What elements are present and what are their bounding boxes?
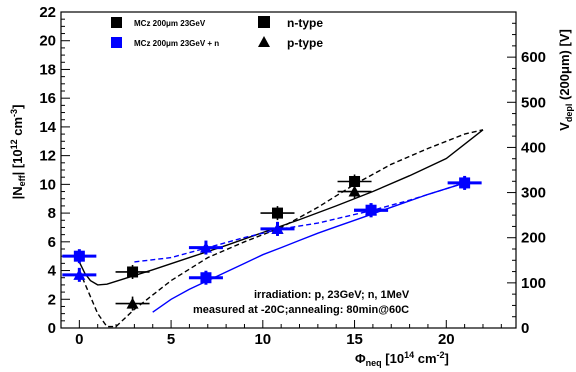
- y-left-tick-label: 4: [48, 263, 57, 280]
- plot-frame: [60, 11, 517, 329]
- y-right-tick-label: 300: [521, 185, 546, 202]
- fit-curve-3: [134, 182, 465, 263]
- data-points: [62, 174, 482, 311]
- y-right-tick-label: 100: [521, 275, 546, 292]
- legend-label-ptype: p-type: [287, 36, 323, 50]
- legend-marker-ptype: [258, 36, 270, 47]
- y-left-tick-label: 18: [39, 61, 56, 78]
- x-tick-label: 5: [167, 331, 175, 348]
- legend-marker-blue: [111, 37, 122, 48]
- y-axis-left-label: |Neff| [1012 cm-3]: [9, 105, 27, 200]
- data-point-p-type: [188, 240, 223, 255]
- y-left-tick-label: 0: [48, 320, 56, 337]
- y-left-tick-label: 12: [39, 148, 56, 165]
- data-point-n-type: [62, 249, 97, 264]
- y-left-tick-label: 6: [48, 234, 56, 251]
- y-right-tick-label: 0: [521, 320, 529, 337]
- data-point-n-type: [447, 175, 482, 190]
- y-left-tick-label: 14: [39, 119, 56, 136]
- x-tick-label: 0: [75, 331, 83, 348]
- y-right-tick-label: 200: [521, 230, 546, 247]
- data-point-p-type: [354, 203, 389, 218]
- legend-label-blue: MCz 200μm 23GeV + n: [134, 39, 219, 48]
- data-point-p-type: [337, 184, 372, 199]
- data-point-p-type: [260, 221, 295, 236]
- y-left-tick-label: 8: [48, 205, 56, 222]
- data-point-n-type: [115, 264, 150, 279]
- y-left-tick-label: 10: [39, 176, 56, 193]
- y-left-tick-label: 16: [39, 90, 56, 107]
- x-tick-label: 10: [254, 331, 271, 348]
- fit-curve-0: [78, 129, 484, 286]
- legend-marker-ntype: [258, 16, 270, 28]
- y-left-tick-label: 20: [39, 33, 56, 50]
- legend-marker-black: [111, 17, 122, 28]
- legend-label-black: MCz 200μm 23GeV: [134, 19, 206, 28]
- x-tick-label: 15: [346, 331, 363, 348]
- data-point-p-type: [62, 267, 97, 282]
- y-right-tick-label: 600: [521, 49, 546, 66]
- y-left-tick-label: 22: [39, 4, 56, 21]
- y-axis-right-label: Vdepl (200μm) [V]: [557, 29, 574, 131]
- legend-label-ntype: n-type: [287, 16, 323, 30]
- data-point-p-type: [115, 296, 150, 311]
- y-left-tick-label: 2: [48, 291, 56, 308]
- annotation-irradiation: irradiation: p, 23GeV; n, 1MeV: [254, 289, 410, 301]
- data-point-n-type: [260, 206, 295, 221]
- y-right-tick-label: 500: [521, 94, 546, 111]
- annotation-measured: measured at -20C;annealing: 80min@60C: [193, 304, 409, 316]
- y-right-tick-label: 400: [521, 139, 546, 156]
- x-tick-label: 20: [438, 331, 455, 348]
- x-axis-label: Φneq [1014 cm-2]: [355, 350, 449, 368]
- axes-ticks: 0 5 10 15 2002468101214161820220100200300400…: [39, 4, 546, 348]
- data-point-n-type: [188, 270, 223, 285]
- legend: MCz 200μm 23GeV MCz 200μm 23GeV + n n-ty…: [111, 16, 323, 50]
